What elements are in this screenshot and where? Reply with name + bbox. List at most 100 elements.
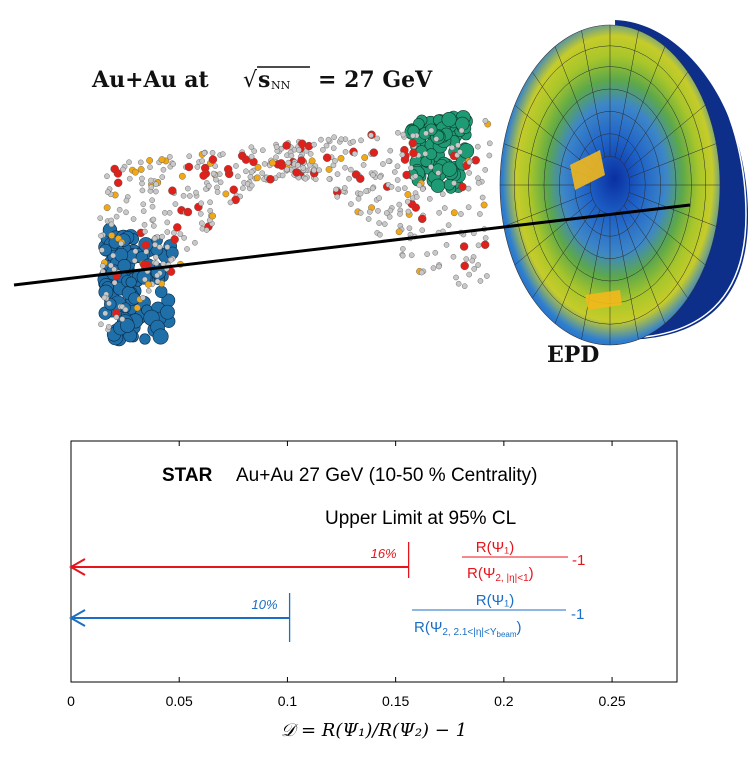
particle-hit <box>104 189 111 195</box>
particle-hit <box>348 166 354 173</box>
particle-hit <box>450 209 458 217</box>
spectator-neutron <box>139 333 151 345</box>
particle-hit <box>168 256 175 263</box>
particle-hit <box>153 181 159 188</box>
particle-hit <box>261 161 268 167</box>
particle-hit <box>248 182 255 189</box>
particle-hit <box>480 201 488 209</box>
particle-hit <box>475 262 481 268</box>
particle-hit <box>170 161 176 167</box>
particle-hit <box>198 220 205 227</box>
particle-hit <box>146 157 153 164</box>
particle-hit <box>412 173 419 179</box>
arrow-head <box>68 609 86 627</box>
epd-sector-line <box>619 46 666 161</box>
particle-hit <box>471 156 480 165</box>
particle-hit <box>184 246 190 252</box>
particle-hit <box>374 135 381 142</box>
particle-hit <box>152 241 158 248</box>
particle-hit <box>404 191 412 198</box>
x-tick-label: 0.25 <box>598 693 625 709</box>
series-eta-forward: 10% R(Ψ₁) R(Ψ2, 2.1<|η|<Ybeam) -1 <box>68 592 584 642</box>
epd-sector-line <box>532 205 597 299</box>
upper-limit-chart: STAR Au+Au 27 GeV (10-50 % Centrality) U… <box>67 440 678 741</box>
particle-hit <box>409 148 418 158</box>
particle-hit <box>110 252 116 259</box>
particle-hit <box>139 187 146 194</box>
particle-hit <box>400 246 406 252</box>
particle-hit <box>397 211 403 217</box>
particle-hit <box>311 167 317 174</box>
particle-hit <box>360 162 367 168</box>
particle-hit <box>422 150 429 157</box>
particle-hit <box>235 173 241 180</box>
particle-hit <box>103 204 111 212</box>
particle-hit <box>168 186 177 195</box>
particle-hit <box>432 249 439 256</box>
particle-hit <box>183 207 193 217</box>
particle-hit <box>105 323 112 330</box>
epd-sector-line <box>623 71 688 165</box>
particle-hit <box>137 166 145 173</box>
spectator-neutron <box>120 318 135 333</box>
particle-hit <box>330 145 337 151</box>
particle-hit <box>123 209 129 216</box>
particle-hit <box>113 178 123 188</box>
particle-hit <box>161 209 168 216</box>
particle-hit <box>251 148 258 154</box>
spectator-neutron <box>125 276 137 288</box>
particle-hit <box>351 150 358 157</box>
particle-hit <box>377 174 384 180</box>
particle-hit <box>253 174 261 182</box>
particle-hit <box>418 214 427 224</box>
energy-value: = 27 GeV <box>318 67 433 93</box>
particle-hit <box>139 260 149 269</box>
particle-hit <box>164 229 171 235</box>
particle-hit <box>160 166 167 173</box>
particle-hit <box>342 149 349 155</box>
particle-hit <box>187 193 193 199</box>
particle-hit <box>269 159 276 167</box>
particle-hit <box>426 196 433 202</box>
particle-hit <box>455 280 462 287</box>
particle-hit <box>111 266 117 273</box>
particle-hit <box>147 164 153 171</box>
particle-hit <box>273 144 280 150</box>
particle-hit <box>380 161 386 167</box>
spectator-neutron <box>430 178 445 193</box>
epd-sector-line <box>614 212 639 340</box>
particle-hit <box>482 117 489 124</box>
particle-hit <box>316 167 322 173</box>
particle-hit <box>361 154 369 161</box>
particle-hit <box>254 163 262 171</box>
particle-hit <box>98 321 104 328</box>
particle-hit <box>217 179 224 186</box>
particle-hit <box>266 175 275 184</box>
particle-hit <box>260 147 266 154</box>
particle-hit <box>197 211 204 217</box>
particle-hit <box>164 244 171 250</box>
particle-hit <box>118 240 124 247</box>
particle-hit <box>400 131 407 138</box>
particle-hit <box>151 223 157 229</box>
particle-hit <box>140 208 147 214</box>
epd-tile-grid <box>500 25 720 345</box>
particle-hit <box>164 219 171 226</box>
epd-hit-tile <box>570 150 605 190</box>
x-tick-label: 0.05 <box>166 693 193 709</box>
particle-hit <box>248 153 255 160</box>
particle-hit <box>178 172 186 180</box>
particle-hit <box>170 235 179 244</box>
particle-hit <box>465 185 472 192</box>
limit-value-label: 10% <box>252 597 278 612</box>
particle-hit <box>365 216 372 222</box>
spectator-neutron <box>155 285 168 298</box>
particle-hit <box>171 230 177 236</box>
particle-hit <box>395 186 402 192</box>
particle-hit <box>140 294 146 301</box>
particle-hit <box>484 273 490 279</box>
particle-hit <box>130 216 137 222</box>
particle-hit <box>153 254 159 260</box>
particle-hit <box>101 294 108 301</box>
spectator-neutron <box>441 161 457 177</box>
